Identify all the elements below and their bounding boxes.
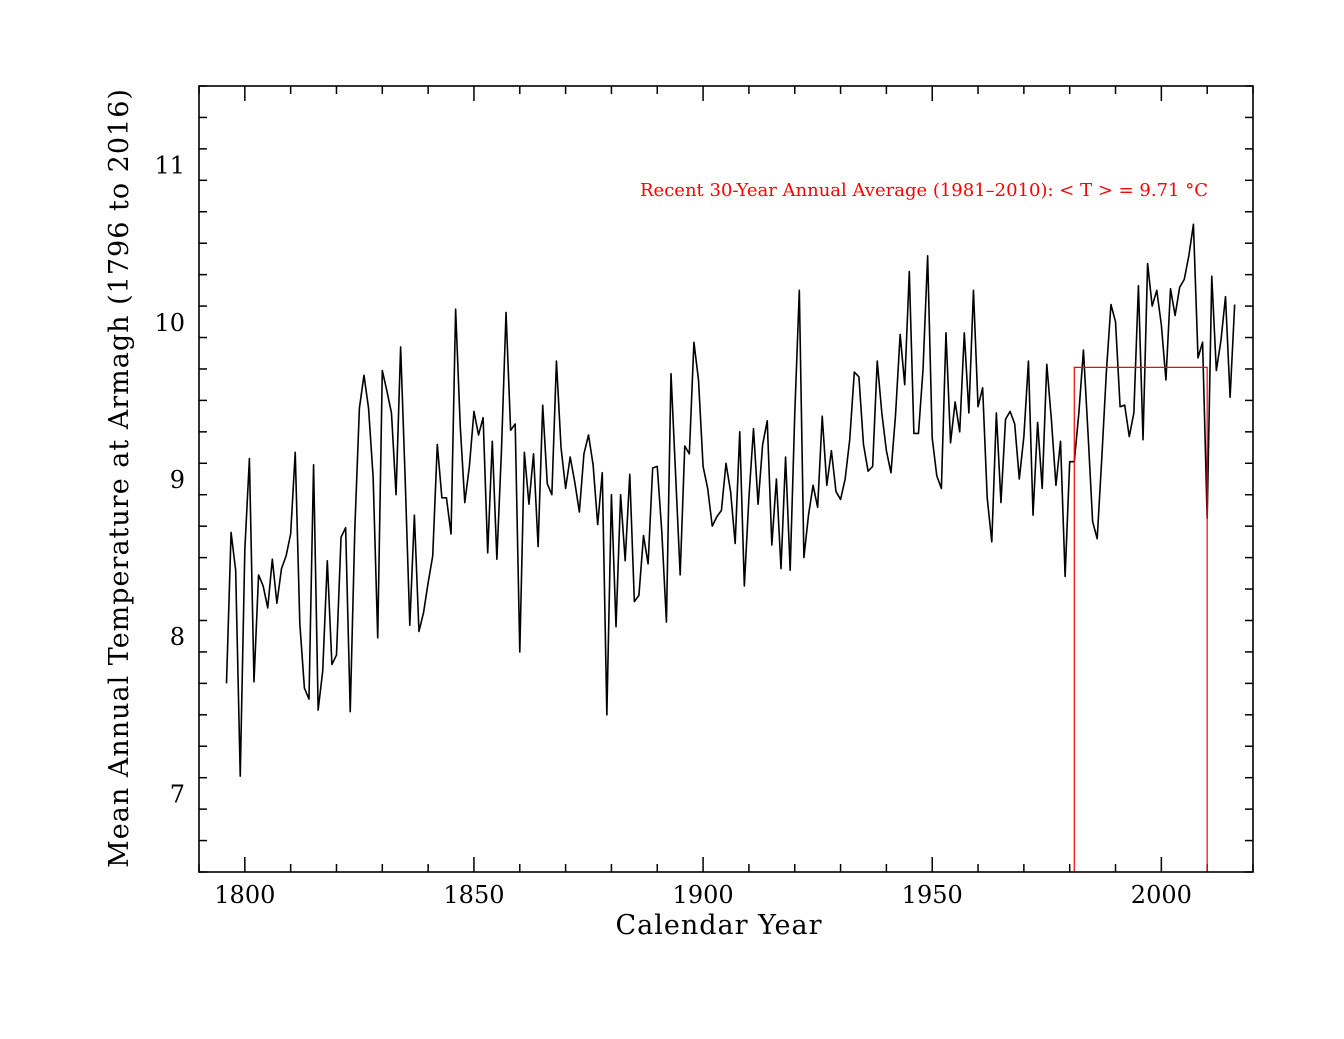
x-axis-label: Calendar Year bbox=[615, 910, 822, 941]
tick-labels: 1800 1850 1900 1950 2000 7 8 9 10 11 bbox=[154, 152, 1191, 909]
average-box bbox=[1073, 366, 1208, 872]
y-tick-label: 8 bbox=[170, 623, 185, 651]
y-tick-label: 11 bbox=[154, 152, 185, 180]
x-tick-label: 1950 bbox=[902, 881, 963, 909]
x-tick-label: 1800 bbox=[214, 881, 275, 909]
axis-ticks bbox=[198, 85, 1254, 873]
plot-frame bbox=[198, 85, 1254, 873]
y-tick-label: 10 bbox=[154, 309, 185, 337]
average-box-outline bbox=[1073, 366, 1208, 872]
average-annotation: Recent 30-Year Annual Average (1981–2010… bbox=[640, 180, 1208, 201]
x-tick-label: 2000 bbox=[1131, 881, 1192, 909]
y-tick-label: 9 bbox=[170, 466, 185, 494]
x-tick-label: 1900 bbox=[673, 881, 734, 909]
y-tick-label: 7 bbox=[170, 780, 185, 808]
x-tick-label: 1850 bbox=[443, 881, 504, 909]
series-group bbox=[225, 223, 1236, 777]
y-axis-label: Mean Annual Temperature at Armagh (1796 … bbox=[104, 88, 135, 868]
temperature-series-line bbox=[225, 223, 1236, 777]
